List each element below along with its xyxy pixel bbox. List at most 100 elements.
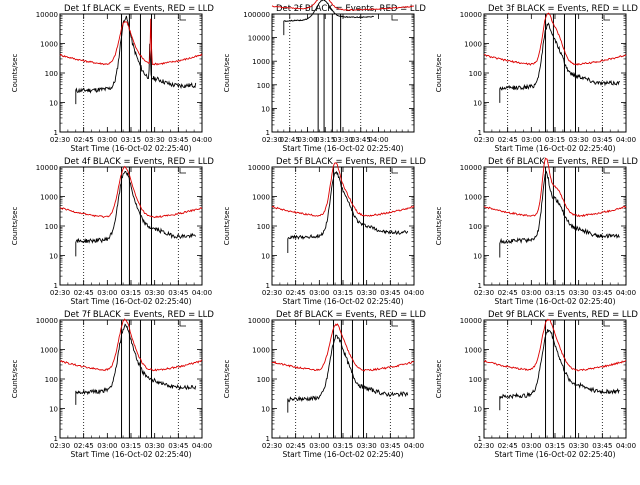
chart-title: Det 4f BLACK = Events, RED = LLD bbox=[64, 157, 214, 167]
corner-bracket bbox=[179, 168, 186, 174]
x-tick-label: 03:00 bbox=[521, 289, 541, 297]
x-tick-label: 03:00 bbox=[521, 136, 541, 144]
x-tick-label: 03:00 bbox=[97, 136, 117, 144]
lld-series-line bbox=[271, 162, 415, 217]
events-series-line bbox=[287, 170, 409, 253]
chart-panel: Det 3f BLACK = Events, RED = LLD 1 10 100 10… bbox=[435, 4, 638, 153]
x-tick-label: 02:45 bbox=[498, 442, 518, 450]
x-tick-label: 04:00 bbox=[616, 442, 636, 450]
x-tick-label: 04:00 bbox=[404, 442, 424, 450]
x-tick-label: 03:30 bbox=[357, 289, 377, 297]
chart-title: Det 2f BLACK = Events, RED = LLD bbox=[276, 4, 426, 14]
events-series-line bbox=[75, 15, 197, 105]
y-tick-label: 1 bbox=[266, 282, 270, 290]
y-axis-label: Counts/sec bbox=[11, 207, 19, 246]
x-axis-label: Start Time (16-Oct-02 02:25:40) bbox=[494, 297, 615, 306]
x-tick-label: 02:45 bbox=[74, 289, 94, 297]
lld-series-line bbox=[59, 318, 203, 372]
plot-frame bbox=[271, 13, 415, 133]
y-tick-label: 1 bbox=[478, 129, 482, 137]
y-tick-label: 1000 bbox=[40, 194, 58, 202]
x-tick-label: 03:30 bbox=[357, 442, 377, 450]
y-tick-label: 10 bbox=[261, 253, 270, 261]
y-tick-label: 100 bbox=[469, 70, 482, 78]
lld-series-line bbox=[483, 12, 627, 66]
y-tick-label: 1 bbox=[266, 129, 270, 137]
x-axis-label: Start Time (16-Oct-02 02:25:40) bbox=[494, 450, 615, 459]
x-axis-label: Start Time (16-Oct-02 02:25:40) bbox=[70, 144, 191, 153]
y-tick-label: 1000 bbox=[252, 194, 270, 202]
plot-frame bbox=[483, 319, 627, 439]
chart-title: Det 7f BLACK = Events, RED = LLD bbox=[64, 310, 214, 320]
y-tick-label: 10 bbox=[473, 406, 482, 414]
y-tick-label: 100 bbox=[45, 70, 58, 78]
x-tick-label: 02:30 bbox=[474, 136, 494, 144]
x-tick-label: 04:00 bbox=[404, 289, 424, 297]
y-tick-label: 10000 bbox=[248, 164, 270, 172]
events-series-line bbox=[499, 22, 621, 103]
y-tick-label: 10 bbox=[49, 406, 58, 414]
chart-panel: Det 4f BLACK = Events, RED = LLD 1 10 100 10… bbox=[11, 157, 214, 306]
y-tick-label: 10 bbox=[473, 100, 482, 108]
x-tick-label: 03:45 bbox=[592, 136, 612, 144]
x-tick-label: 04:00 bbox=[192, 289, 212, 297]
y-tick-label: 100 bbox=[257, 223, 270, 231]
chart-panel: Det 6f BLACK = Events, RED = LLD 1 10 100 10… bbox=[435, 157, 638, 306]
chart-panel: Det 9f BLACK = Events, RED = LLD 1 10 100 10… bbox=[435, 310, 638, 459]
y-tick-label: 10000 bbox=[248, 317, 270, 325]
y-tick-label: 10000 bbox=[460, 164, 482, 172]
lld-series-line bbox=[271, 0, 415, 11]
y-axis-label: Counts/sec bbox=[11, 54, 19, 93]
x-tick-label: 02:45 bbox=[280, 136, 300, 144]
x-tick-label: 02:45 bbox=[74, 442, 94, 450]
y-tick-label: 100000 bbox=[243, 11, 270, 19]
x-tick-label: 03:15 bbox=[545, 442, 565, 450]
x-tick-label: 02:30 bbox=[50, 136, 70, 144]
x-tick-label: 03:00 bbox=[309, 289, 329, 297]
x-tick-label: 03:30 bbox=[145, 289, 165, 297]
events-series-line bbox=[499, 329, 620, 411]
x-tick-label: 03:15 bbox=[545, 289, 565, 297]
x-tick-label: 03:00 bbox=[297, 136, 317, 144]
x-axis-label: Start Time (16-Oct-02 02:25:40) bbox=[282, 144, 403, 153]
chart-panel: Det 2f BLACK = Events, RED = LLD 1 10 100 10… bbox=[223, 0, 426, 153]
y-tick-label: 100 bbox=[257, 376, 270, 384]
y-tick-label: 1000 bbox=[40, 41, 58, 49]
x-tick-label: 02:30 bbox=[262, 442, 282, 450]
y-tick-label: 10000 bbox=[36, 317, 58, 325]
y-tick-label: 1 bbox=[266, 435, 270, 443]
y-axis-label: Counts/sec bbox=[11, 360, 19, 399]
lld-series-line bbox=[483, 318, 627, 372]
chart-title: Det 9f BLACK = Events, RED = LLD bbox=[488, 310, 638, 320]
events-series-line bbox=[283, 0, 375, 36]
events-series-line bbox=[75, 170, 197, 257]
y-tick-label: 1 bbox=[54, 435, 58, 443]
x-tick-label: 03:45 bbox=[592, 442, 612, 450]
corner-bracket bbox=[603, 168, 610, 174]
y-tick-label: 10 bbox=[261, 406, 270, 414]
events-series-line bbox=[75, 323, 197, 405]
y-tick-label: 10000 bbox=[460, 11, 482, 19]
y-axis-label: Counts/sec bbox=[223, 54, 231, 93]
x-tick-label: 03:15 bbox=[545, 136, 565, 144]
x-tick-label: 03:15 bbox=[121, 289, 141, 297]
y-axis-label: Counts/sec bbox=[435, 54, 443, 93]
y-tick-label: 1000 bbox=[252, 347, 270, 355]
chart-panel: Det 1f BLACK = Events, RED = LLD 1 10 100 10… bbox=[11, 4, 214, 153]
x-tick-label: 02:30 bbox=[474, 442, 494, 450]
x-tick-label: 03:45 bbox=[380, 289, 400, 297]
x-tick-label: 03:15 bbox=[121, 136, 141, 144]
y-tick-label: 100 bbox=[45, 376, 58, 384]
x-tick-label: 03:45 bbox=[168, 289, 188, 297]
x-axis-label: Start Time (16-Oct-02 02:25:40) bbox=[282, 297, 403, 306]
y-tick-label: 1000 bbox=[464, 347, 482, 355]
corner-bracket bbox=[603, 15, 610, 21]
lld-series-line bbox=[271, 323, 415, 372]
plot-frame bbox=[59, 319, 203, 439]
chart-title: Det 1f BLACK = Events, RED = LLD bbox=[64, 4, 214, 14]
x-tick-label: 03:45 bbox=[168, 136, 188, 144]
lld-series-line bbox=[59, 165, 203, 219]
x-axis-label: Start Time (16-Oct-02 02:25:40) bbox=[70, 450, 191, 459]
chart-title: Det 6f BLACK = Events, RED = LLD bbox=[488, 157, 638, 167]
x-tick-label: 02:30 bbox=[262, 136, 282, 144]
